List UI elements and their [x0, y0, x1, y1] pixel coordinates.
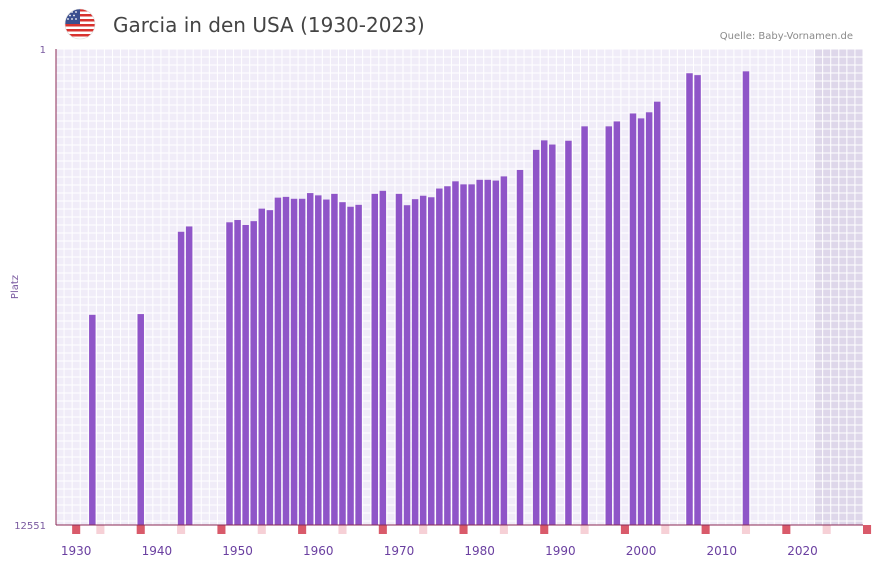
year-marker-strong — [298, 525, 307, 534]
year-marker-weak — [499, 525, 508, 534]
bar-2000 — [637, 118, 645, 525]
bar-1974 — [428, 197, 435, 526]
bar-1973 — [419, 195, 427, 525]
bar-1949 — [226, 222, 233, 525]
year-marker-weak — [822, 525, 831, 534]
bar-1982 — [492, 180, 500, 525]
x-tick-label: 1970 — [384, 544, 415, 558]
year-marker-strong — [136, 525, 145, 534]
year-marker-weak — [741, 525, 751, 534]
bar-1993 — [581, 126, 588, 525]
year-marker-weak — [96, 525, 105, 534]
bar-1985 — [516, 169, 524, 525]
x-tick-label: 2010 — [707, 544, 738, 558]
year-marker-strong — [701, 525, 710, 534]
x-tick-label: 1950 — [222, 544, 253, 558]
y-tick-label: 12551 — [14, 521, 46, 532]
year-marker-strong — [620, 525, 629, 534]
x-tick-label: 2020 — [787, 544, 818, 558]
bar-1997 — [613, 121, 621, 526]
bar-1980 — [476, 179, 483, 525]
usa-flag-icon — [64, 8, 96, 40]
bar-1971 — [403, 205, 411, 525]
bar-1981 — [484, 179, 491, 525]
year-marker-strong — [540, 525, 549, 534]
year-marker-strong — [459, 525, 468, 534]
year-marker-strong — [72, 525, 81, 534]
bar-1983 — [500, 176, 508, 525]
bar-1967 — [371, 193, 378, 525]
bar-1953 — [258, 208, 266, 526]
chart-title: Garcia in den USA (1930-2023) — [113, 13, 425, 37]
y-tick-label: 1 — [40, 45, 46, 56]
bar-1970 — [395, 193, 403, 525]
year-marker-weak — [338, 525, 347, 534]
bar-1961 — [323, 199, 330, 526]
bar-1955 — [274, 197, 282, 525]
year-marker-weak — [257, 525, 266, 534]
bar-1988 — [541, 140, 548, 525]
year-marker-strong — [782, 525, 791, 534]
bar-1989 — [549, 144, 556, 525]
year-marker-weak — [419, 525, 428, 534]
bar-1954 — [266, 210, 274, 525]
bar-1996 — [605, 126, 613, 525]
year-marker-strong — [378, 525, 387, 534]
bar-1938 — [137, 314, 144, 525]
bar-1978 — [460, 184, 467, 525]
bar-1957 — [290, 198, 298, 525]
bar-1944 — [185, 226, 193, 525]
bar-1972 — [411, 199, 419, 525]
year-marker-weak — [661, 525, 670, 534]
source-credit: Quelle: Baby-Vornamen.de — [719, 31, 853, 42]
x-tick-label: 1960 — [303, 544, 334, 558]
bar-1959 — [306, 193, 314, 525]
bar-2013 — [742, 71, 750, 526]
bar-1965 — [355, 204, 362, 525]
bar-1977 — [452, 181, 459, 525]
bar-2002 — [653, 101, 661, 526]
y-axis-label: Platz — [10, 275, 21, 299]
bar-1950 — [234, 220, 241, 525]
bar-1991 — [565, 140, 572, 525]
bar-1943 — [177, 231, 185, 525]
bar-2007 — [694, 75, 701, 525]
bar-1932 — [89, 314, 96, 525]
x-tick-label: 2000 — [626, 544, 657, 558]
bar-1960 — [315, 195, 322, 525]
year-marker-strong — [217, 525, 226, 534]
bar-1952 — [250, 221, 257, 525]
bar-1999 — [629, 113, 637, 526]
bar-1951 — [242, 224, 249, 525]
year-marker-strong — [863, 525, 872, 534]
bar-2001 — [645, 112, 653, 525]
bar-1963 — [339, 202, 346, 525]
bar-1987 — [532, 149, 540, 525]
x-tick-label: 1990 — [545, 544, 576, 558]
bar-2006 — [686, 73, 693, 525]
bar-1964 — [347, 206, 354, 525]
bar-1956 — [282, 196, 290, 525]
bar-1958 — [298, 198, 306, 525]
bar-1968 — [379, 190, 387, 526]
x-tick-label: 1930 — [61, 544, 92, 558]
bar-1975 — [436, 188, 443, 526]
bar-1976 — [444, 186, 451, 526]
bar-1962 — [331, 193, 338, 525]
x-tick-label: 1940 — [142, 544, 173, 558]
year-marker-weak — [177, 525, 186, 534]
x-tick-label: 1980 — [464, 544, 495, 558]
bar-1979 — [468, 184, 475, 525]
year-marker-weak — [580, 525, 589, 534]
